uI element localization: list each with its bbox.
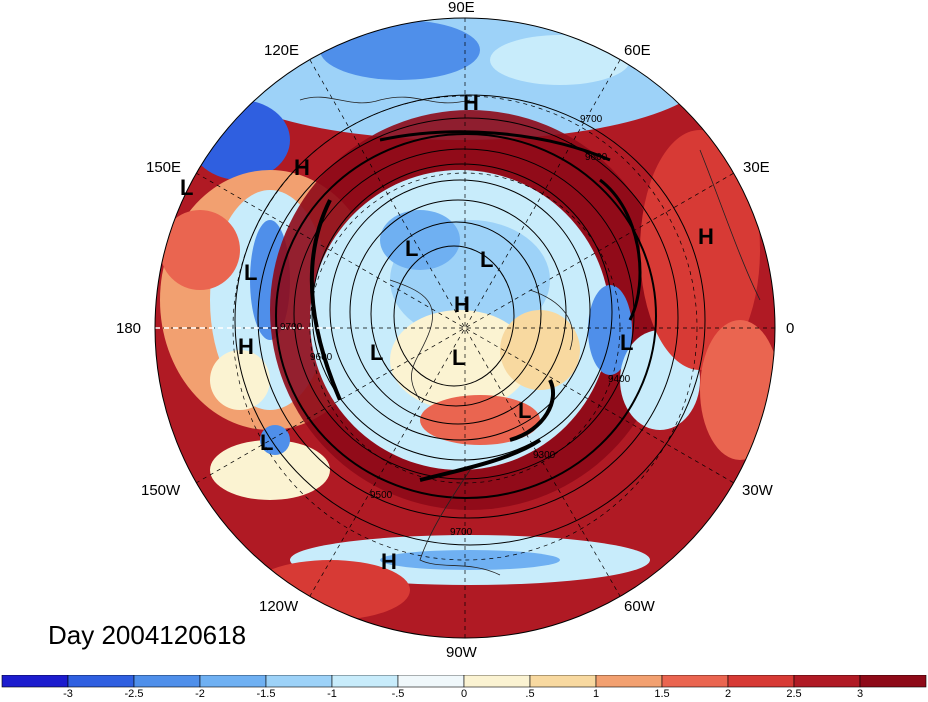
pressure-marker: L xyxy=(405,236,418,261)
colorbar xyxy=(1,675,927,688)
contour-labels: 9700 9600 9400 9300 9500 9700 9700 9600 xyxy=(280,114,631,538)
height-contours xyxy=(234,94,706,546)
colorbar-tick-label: 0 xyxy=(460,688,468,700)
map-boundary xyxy=(154,17,776,639)
colorbar-tick-label: .5 xyxy=(525,688,535,700)
contour-label: 9600 xyxy=(310,352,333,363)
longitude-label-180: 180 xyxy=(116,320,142,337)
pressure-marker: L xyxy=(518,398,531,423)
colorbar-tick-label: 2.5 xyxy=(786,688,802,700)
colorbar-swatch xyxy=(595,675,663,688)
pressure-marker: L xyxy=(370,340,383,365)
graticule xyxy=(155,18,775,638)
contour-label: 9300 xyxy=(533,450,556,461)
colorbar-tick-label: -1 xyxy=(327,688,337,700)
longitude-label-90w: 90W xyxy=(446,644,477,661)
longitude-label-150e: 150E xyxy=(146,159,182,176)
colorbar-tick-label: -2 xyxy=(195,688,205,700)
colorbar-swatch xyxy=(397,675,465,688)
colorbar-swatch xyxy=(1,675,69,688)
colorbar-swatch xyxy=(265,675,333,688)
pressure-marker: H xyxy=(698,224,714,249)
colorbar-swatch xyxy=(661,675,729,688)
pressure-marker: H xyxy=(463,90,479,115)
longitude-label-30w: 30W xyxy=(742,482,773,499)
colorbar-swatch xyxy=(133,675,201,688)
longitude-label-60e: 60E xyxy=(624,42,651,59)
colorbar-swatch xyxy=(727,675,795,688)
contour-label: 9400 xyxy=(608,374,631,385)
longitude-label-120e: 120E xyxy=(264,42,300,59)
contour-label: 9600 xyxy=(585,152,608,163)
colorbar-swatch xyxy=(331,675,399,688)
map-title: Day 2004120618 xyxy=(48,620,247,650)
pressure-marker: H xyxy=(238,334,254,359)
colorbar-tick-label: -3 xyxy=(63,688,73,700)
pressure-marker: H xyxy=(454,292,470,317)
longitude-label-60w: 60W xyxy=(624,598,655,615)
contour-label: 9700 xyxy=(580,114,603,125)
pressure-marker: L xyxy=(180,175,193,200)
colorbar-swatch xyxy=(67,675,135,688)
pressure-marker: L xyxy=(620,330,633,355)
longitude-label-30e: 30E xyxy=(743,159,770,176)
pressure-marker: L xyxy=(452,345,465,370)
pressure-marker: L xyxy=(244,260,257,285)
pressure-marker: L xyxy=(480,247,493,272)
pressure-marker: H xyxy=(381,549,397,574)
colorbar-tick-label: 1 xyxy=(592,688,600,700)
colorbar-tick-label: 3 xyxy=(856,688,864,700)
colorbar-swatch xyxy=(529,675,597,688)
colorbar-swatch xyxy=(859,675,927,688)
colorbar-tick-label: -.5 xyxy=(391,688,405,700)
colorbar-tick-label: -2.5 xyxy=(124,688,144,700)
colorbar-tick-label: 1.5 xyxy=(654,688,670,700)
contour-label: 9500 xyxy=(370,490,393,501)
colorbar-swatch xyxy=(199,675,267,688)
colorbar-tick-label: -1.5 xyxy=(256,688,276,700)
colorbar-swatch xyxy=(793,675,861,688)
pressure-marker: L xyxy=(260,430,273,455)
longitude-label-90e: 90E xyxy=(448,0,475,16)
pressure-marker: H xyxy=(294,155,310,180)
contour-label: 9700 xyxy=(450,527,473,538)
contour-label: 9700 xyxy=(280,322,303,333)
longitude-label-120w: 120W xyxy=(259,598,299,615)
longitude-label-150w: 150W xyxy=(141,482,181,499)
pressure-system-markers: H H L H L L H L L H L L L L H xyxy=(180,90,714,574)
longitude-label-0: 0 xyxy=(786,320,795,337)
colorbar-swatch xyxy=(463,675,531,688)
colorbar-tick-label: 2 xyxy=(724,688,732,700)
coastlines xyxy=(299,96,761,576)
